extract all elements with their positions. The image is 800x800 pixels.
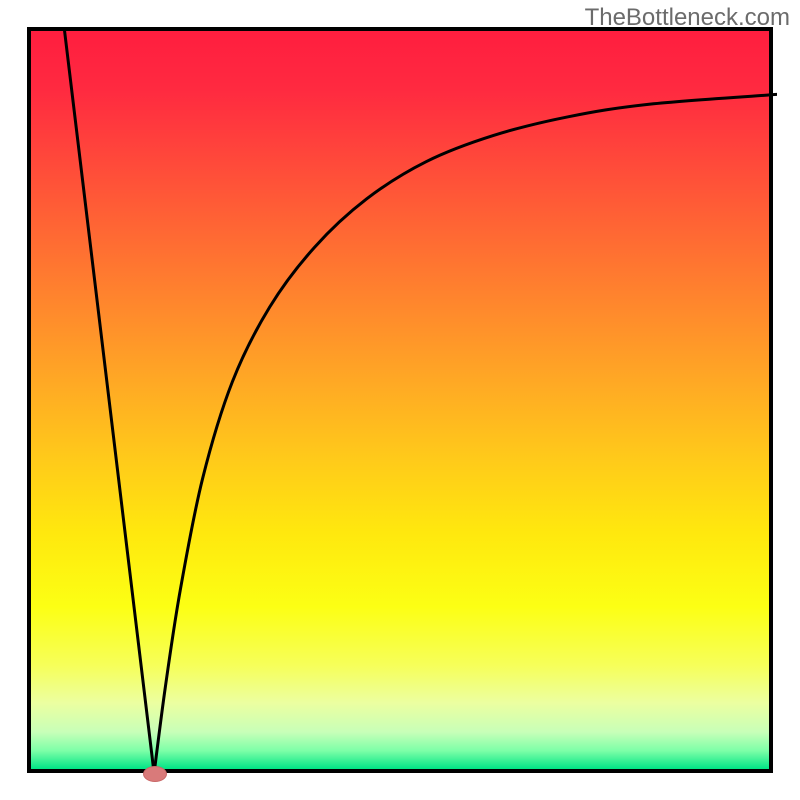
plot-frame <box>27 27 773 773</box>
curve-right-branch <box>154 94 777 773</box>
curve-layer <box>31 31 777 777</box>
watermark-text: TheBottleneck.com <box>585 4 790 32</box>
canvas: TheBottleneck.com <box>0 0 800 800</box>
dip-marker <box>143 766 167 782</box>
curve-left-branch <box>65 31 155 773</box>
